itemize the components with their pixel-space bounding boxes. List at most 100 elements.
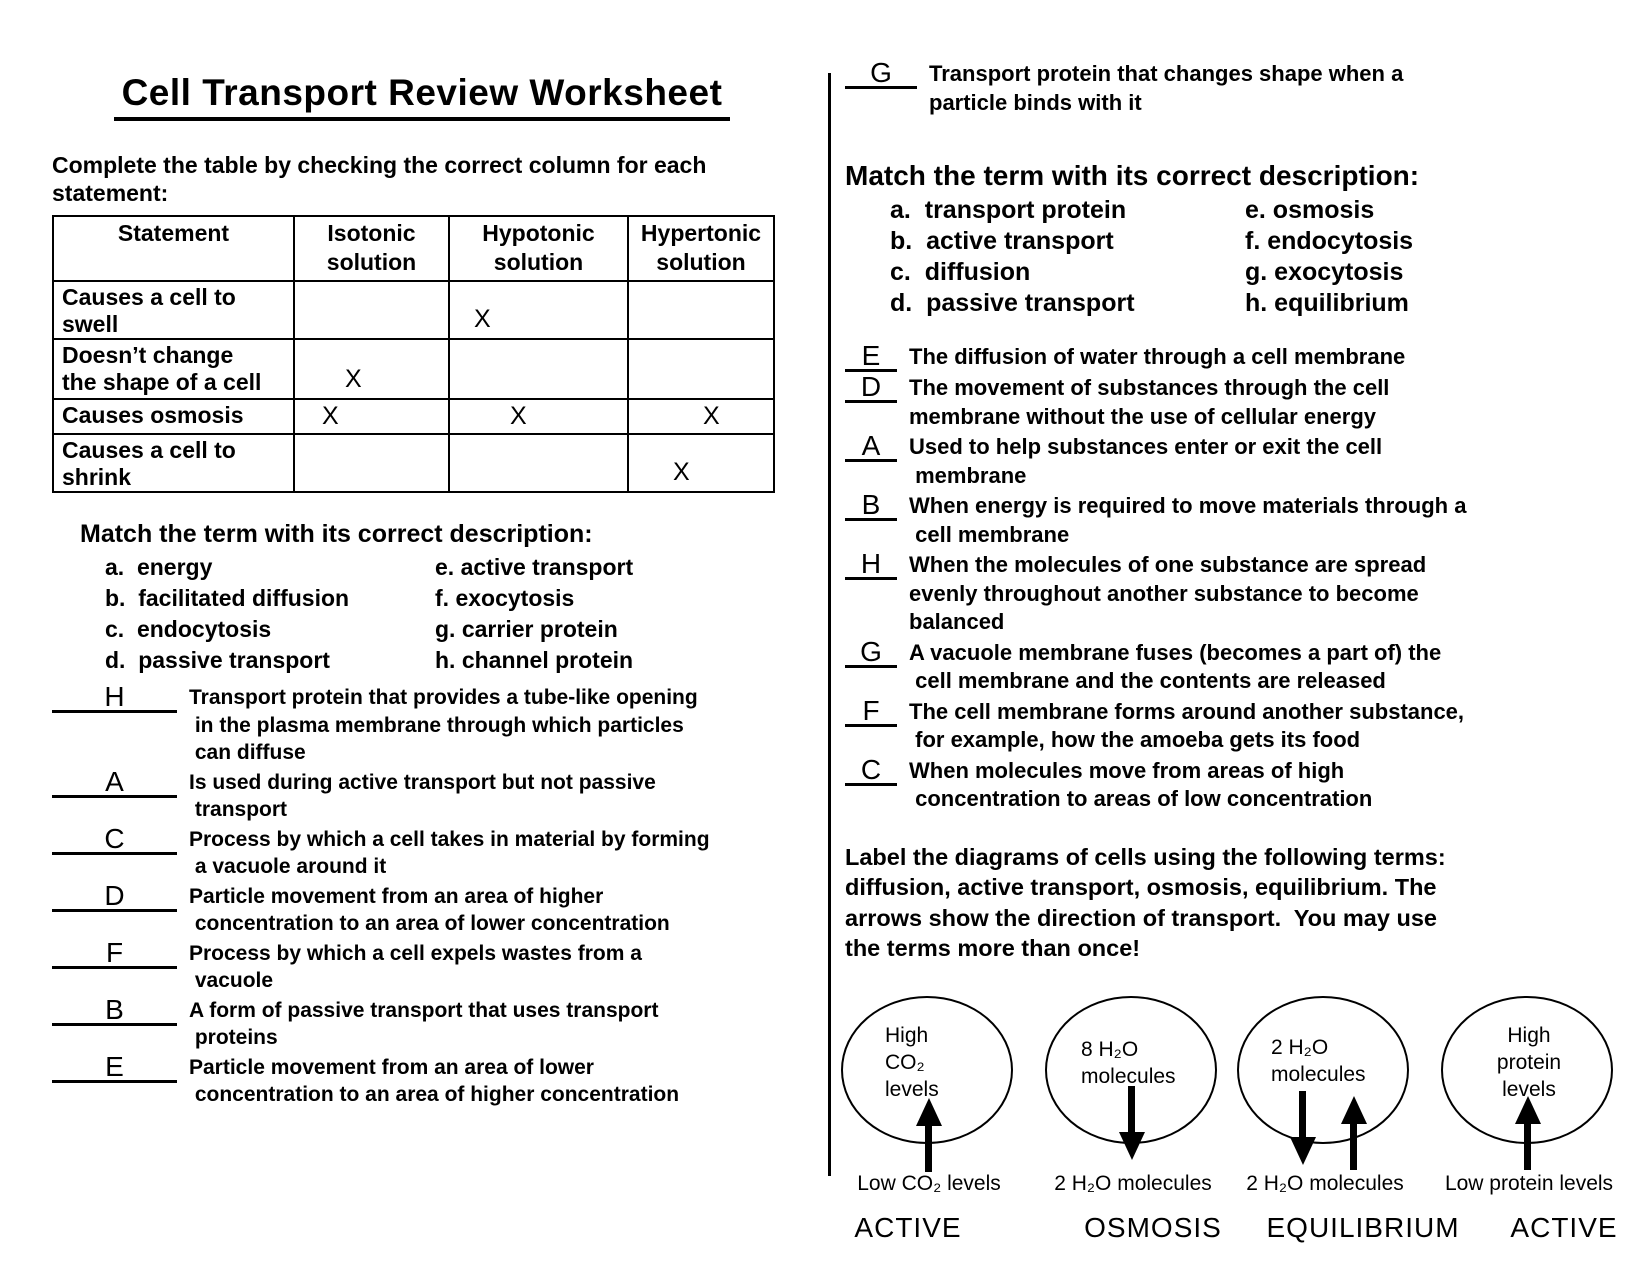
header-isotonic: Isotonic solution bbox=[293, 215, 450, 282]
answer-description: Is used during active transport but not … bbox=[189, 770, 656, 822]
answer-description: When energy is required to move material… bbox=[909, 493, 1467, 547]
x-mark-cell: X bbox=[448, 280, 629, 340]
down-arrow-icon bbox=[1119, 1085, 1145, 1160]
up-arrow-icon bbox=[916, 1097, 942, 1172]
x-mark-cell bbox=[293, 280, 450, 340]
x-mark-cell bbox=[293, 433, 450, 493]
answer-description: Transport protein that changes shape whe… bbox=[929, 61, 1404, 115]
answer-description: When the molecules of one substance are … bbox=[909, 552, 1427, 634]
table-row: Doesn’t change the shape of a cell X bbox=[52, 338, 775, 400]
x-mark-cell: X bbox=[293, 398, 450, 435]
answer-item: A Is used during active transport but no… bbox=[52, 767, 792, 824]
term-item: b. active transport bbox=[890, 227, 1114, 255]
header-hypotonic: Hypotonic solution bbox=[448, 215, 629, 282]
cell-below-label: Low protein levels bbox=[1444, 1171, 1614, 1195]
answer-description: Transport protein that provides a tube-l… bbox=[189, 686, 698, 764]
cell-answer-label: ACTIVE bbox=[854, 1211, 962, 1243]
term-item: g. carrier protein bbox=[435, 616, 618, 642]
answer-item: G A vacuole membrane fuses (becomes a pa… bbox=[845, 637, 1651, 696]
answer-description: A form of passive transport that uses tr… bbox=[189, 998, 659, 1050]
match2-answers: E The diffusion of water through a cell … bbox=[845, 342, 1651, 814]
answer-blank: G bbox=[845, 59, 917, 89]
answer-item: E Particle movement from an area of lowe… bbox=[52, 1052, 792, 1109]
cell-inside-label: 2 H₂O molecules bbox=[1271, 1035, 1366, 1086]
table-row: Causes a cell to shrink X bbox=[52, 433, 775, 493]
term-item: a. transport protein bbox=[890, 196, 1127, 224]
x-mark-cell: X bbox=[293, 338, 450, 400]
up-arrow-icon bbox=[1341, 1095, 1367, 1170]
x-mark-cell bbox=[627, 280, 775, 340]
cell-below-label: 2 H₂O molecules bbox=[1054, 1171, 1212, 1195]
left-column: Cell Transport Review Worksheet Complete… bbox=[52, 58, 792, 1111]
answer-blank: D bbox=[845, 373, 897, 403]
answer-item: F Process by which a cell expels wastes … bbox=[52, 938, 792, 995]
answer-description: Process by which a cell takes in materia… bbox=[189, 827, 710, 879]
cell-below-label: Low CO₂ levels bbox=[857, 1171, 1001, 1195]
match2-terms: a. transport protein e. osmosis b. activ… bbox=[890, 195, 1651, 319]
cell-answer-label: OSMOSIS bbox=[1084, 1211, 1222, 1243]
cell-inside-label: High CO₂ levels bbox=[885, 1023, 939, 1101]
cell-answer-label: EQUILIBRIUM bbox=[1266, 1211, 1460, 1243]
answer-item: D Particle movement from an area of high… bbox=[52, 881, 792, 938]
answer-blank: A bbox=[845, 432, 897, 462]
answer-blank: C bbox=[845, 755, 897, 786]
answer-blank: D bbox=[52, 881, 177, 912]
up-arrow-icon bbox=[1515, 1095, 1541, 1170]
match1-heading: Match the term with its correct descript… bbox=[80, 520, 593, 548]
answer-blank: B bbox=[52, 995, 177, 1026]
answer-item: B A form of passive transport that uses … bbox=[52, 995, 792, 1052]
label-instruction: Label the diagrams of cells using the fo… bbox=[845, 843, 1446, 962]
answer-blank: E bbox=[52, 1052, 177, 1083]
table-row: Causes osmosis X X X bbox=[52, 398, 775, 435]
answer-item: E The diffusion of water through a cell … bbox=[845, 342, 1651, 372]
answer-description: When molecules move from areas of high c… bbox=[909, 757, 1373, 812]
term-item: c. diffusion bbox=[890, 258, 1031, 286]
x-mark-cell bbox=[448, 433, 629, 493]
statement-cell: Causes osmosis bbox=[52, 398, 295, 435]
x-mark-cell: X bbox=[627, 433, 775, 493]
term-item: f. endocytosis bbox=[1245, 227, 1414, 255]
solution-table: Statement Isotonic solution Hypotonic so… bbox=[52, 215, 775, 493]
answer-item-g: G Transport protein that changes shape w… bbox=[845, 59, 1651, 117]
term-item: e. osmosis bbox=[1245, 196, 1375, 224]
answer-blank: A bbox=[52, 767, 177, 798]
cell-answer-label: ACTIVE bbox=[1510, 1211, 1618, 1243]
answer-blank: F bbox=[845, 696, 897, 727]
x-mark-cell bbox=[448, 338, 629, 400]
answer-item: H When the molecules of one substance ar… bbox=[845, 550, 1651, 637]
title-wrap: Cell Transport Review Worksheet bbox=[52, 72, 792, 121]
answer-item: C Process by which a cell takes in mater… bbox=[52, 824, 792, 881]
term-item: b. facilitated diffusion bbox=[105, 585, 350, 611]
answer-description: The diffusion of water through a cell me… bbox=[909, 344, 1406, 369]
match2-heading: Match the term with its correct descript… bbox=[845, 160, 1420, 191]
answer-description: The movement of substances through the c… bbox=[909, 375, 1390, 429]
match1-terms: a. energy e. active transport b. facilit… bbox=[105, 552, 792, 676]
cell-diagram-active-co2: High CO₂ levels Low CO₂ levels ACTIVE bbox=[841, 995, 1017, 1251]
right-column: G Transport protein that changes shape w… bbox=[841, 58, 1651, 1251]
answer-description: Particle movement from an area of lower … bbox=[189, 1055, 680, 1107]
answer-blank: G bbox=[845, 637, 897, 668]
term-item: e. active transport bbox=[435, 554, 634, 580]
answer-blank: B bbox=[845, 491, 897, 521]
worksheet-title: Cell Transport Review Worksheet bbox=[113, 72, 731, 121]
term-item: h. channel protein bbox=[435, 647, 634, 673]
answer-item: D The movement of substances through the… bbox=[845, 373, 1651, 431]
answer-item: A Used to help substances enter or exit … bbox=[845, 432, 1651, 490]
answer-description: Particle movement from an area of higher… bbox=[189, 884, 670, 936]
table-row: Causes a cell to swell X bbox=[52, 280, 775, 340]
answer-item: B When energy is required to move materi… bbox=[845, 491, 1651, 549]
answer-blank: H bbox=[845, 550, 897, 580]
answer-item: H Transport protein that provides a tube… bbox=[52, 683, 792, 767]
cell-inside-label: 8 H₂O molecules bbox=[1081, 1037, 1176, 1088]
header-hypertonic: Hypertonic solution bbox=[627, 215, 775, 282]
x-mark-cell bbox=[627, 338, 775, 400]
cell-diagram-osmosis: 8 H₂O molecules 2 H₂O molecules OSMOSIS bbox=[1045, 995, 1221, 1251]
answer-item: F The cell membrane forms around another… bbox=[845, 696, 1651, 755]
x-mark-cell: X bbox=[627, 398, 775, 435]
cell-diagrams-row: High CO₂ levels Low CO₂ levels ACTIVE 8 … bbox=[841, 995, 1651, 1251]
table-instruction: Complete the table by checking the corre… bbox=[52, 152, 707, 206]
answer-description: A vacuole membrane fuses (becomes a part… bbox=[909, 639, 1442, 694]
answer-blank: H bbox=[52, 683, 177, 713]
match1-answers: H Transport protein that provides a tube… bbox=[52, 683, 792, 1109]
term-item: d. passive transport bbox=[890, 289, 1135, 317]
